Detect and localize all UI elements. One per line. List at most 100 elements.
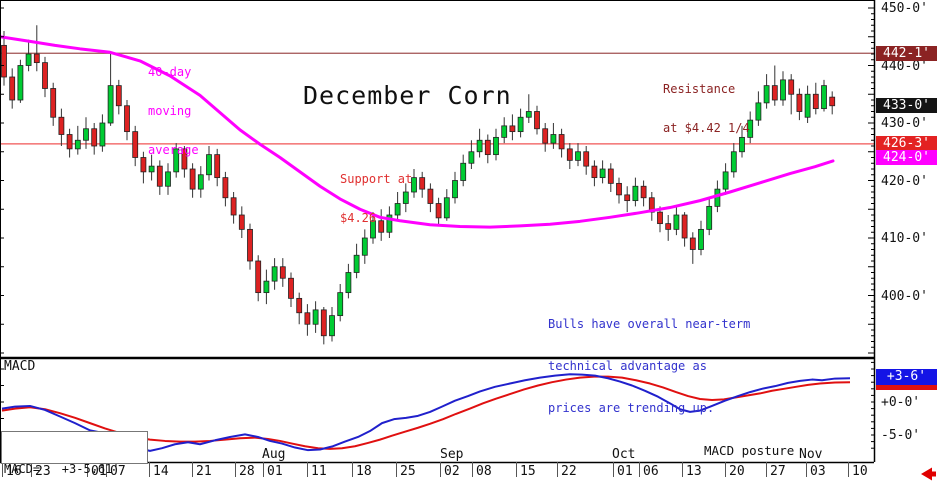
macd-scale-label: -5-0' bbox=[881, 428, 921, 443]
candle-up bbox=[468, 151, 475, 164]
bulls-annotation-line3: prices are trending up. bbox=[548, 401, 715, 415]
candle-down bbox=[829, 96, 836, 107]
price-badge: 424-0' bbox=[876, 150, 937, 165]
candle-up bbox=[329, 315, 335, 337]
price-label: 450-0' bbox=[881, 1, 928, 16]
candle-down bbox=[9, 76, 16, 101]
candle-down bbox=[427, 188, 434, 204]
candle-down bbox=[288, 277, 294, 299]
candle-up bbox=[25, 53, 32, 66]
price-badge: 433-0' bbox=[876, 98, 937, 114]
candle-up bbox=[386, 214, 393, 233]
month-label: Aug bbox=[262, 447, 286, 462]
candle-down bbox=[509, 125, 516, 133]
price-label: 410-0' bbox=[881, 231, 928, 246]
candle-up bbox=[517, 116, 524, 133]
macd-posture-line1: MACD posture bbox=[704, 443, 795, 458]
candle-down bbox=[156, 165, 163, 187]
candle-down bbox=[222, 177, 229, 199]
date-label: 01 bbox=[267, 464, 283, 479]
macd-value-badge: +3-6' bbox=[876, 368, 937, 385]
macd-plot-layer bbox=[1, 373, 851, 452]
date-label: 18 bbox=[356, 464, 372, 479]
candle-up bbox=[370, 220, 376, 239]
candle-down bbox=[238, 214, 245, 230]
candle-up bbox=[460, 162, 467, 181]
chart-title: December Corn bbox=[303, 81, 512, 110]
candle-down bbox=[50, 88, 57, 118]
candle-down bbox=[91, 128, 98, 147]
macd-signal-line bbox=[1, 375, 851, 450]
macd-panel-label: MACD bbox=[4, 359, 36, 374]
candle-down bbox=[657, 211, 663, 225]
candle-up bbox=[501, 125, 508, 138]
macd-scale-label: +0-0' bbox=[881, 395, 921, 410]
candle-up bbox=[575, 151, 581, 161]
date-label: 22 bbox=[561, 464, 577, 479]
candle-up bbox=[361, 237, 368, 256]
candle-down bbox=[58, 116, 65, 135]
candle-down bbox=[33, 53, 40, 64]
candle-up bbox=[271, 266, 278, 282]
candle-up bbox=[714, 188, 721, 207]
resistance-annotation: Resistance at $4.42 1/4 bbox=[663, 57, 750, 161]
date-label: 13 bbox=[686, 464, 702, 479]
candle-up bbox=[698, 228, 704, 250]
candle-up bbox=[353, 254, 360, 273]
month-label: Sep bbox=[440, 447, 464, 462]
price-label: 420-0' bbox=[881, 173, 928, 189]
ma-annotation-line1: 40-day bbox=[148, 65, 192, 79]
main-plot-layer bbox=[0, 25, 874, 345]
candle-up bbox=[525, 111, 532, 118]
candle-down bbox=[115, 85, 122, 107]
date-label: 21 bbox=[196, 464, 212, 479]
candle-up bbox=[730, 151, 737, 173]
candle-down bbox=[419, 177, 426, 190]
bulls-annotation-line1: Bulls have overall near-term bbox=[548, 317, 751, 331]
candle-up bbox=[763, 85, 770, 104]
candle-down bbox=[796, 93, 803, 112]
resistance-annotation-line2: at $4.42 1/4 bbox=[663, 121, 750, 135]
ma-annotation-line3: average bbox=[148, 143, 199, 157]
candle-down bbox=[124, 105, 130, 133]
resistance-annotation-line1: Resistance bbox=[663, 82, 736, 96]
ma-annotation: 40-day moving average bbox=[148, 40, 199, 183]
candle-up bbox=[17, 65, 24, 101]
candle-down bbox=[320, 309, 327, 337]
candle-up bbox=[452, 180, 458, 199]
candle-down bbox=[296, 297, 303, 314]
date-label: 08 bbox=[476, 464, 492, 479]
macd-value-line: MACD= +3-5.61' bbox=[4, 462, 120, 476]
candle-down bbox=[771, 85, 778, 101]
candle-down bbox=[689, 237, 696, 250]
candle-up bbox=[394, 203, 401, 216]
date-label: 25 bbox=[400, 464, 416, 479]
price-label: 400-0' bbox=[881, 288, 928, 304]
month-label: Nov bbox=[799, 447, 823, 462]
date-label: 11 bbox=[311, 464, 327, 479]
date-label: 02 bbox=[444, 464, 460, 479]
candle-up bbox=[443, 197, 450, 219]
date-label: 06 bbox=[643, 464, 659, 479]
candle-up bbox=[99, 122, 106, 147]
candle-down bbox=[681, 214, 688, 239]
candle-up bbox=[345, 272, 352, 294]
price-badge: 442-1' bbox=[876, 45, 937, 61]
candle-down bbox=[583, 151, 590, 167]
candle-down bbox=[230, 197, 237, 216]
scroll-left-arrow-icon[interactable] bbox=[921, 467, 936, 481]
date-label: 15 bbox=[520, 464, 536, 479]
candle-down bbox=[624, 194, 631, 202]
support-annotation: Support at $4.26 bbox=[340, 147, 412, 251]
candle-up bbox=[148, 165, 155, 173]
candle-down bbox=[484, 139, 491, 156]
bulls-annotation: Bulls have overall near-term technical a… bbox=[548, 289, 750, 443]
candle-down bbox=[140, 157, 147, 173]
candle-up bbox=[476, 139, 483, 153]
candle-up bbox=[107, 85, 114, 124]
date-label: 23 bbox=[35, 464, 51, 479]
macd-value-box: MACD= +3-5.61' MACDA= +2-7.59' bbox=[1, 431, 148, 476]
date-label: 03 bbox=[810, 464, 826, 479]
date-label: 28 bbox=[239, 464, 255, 479]
